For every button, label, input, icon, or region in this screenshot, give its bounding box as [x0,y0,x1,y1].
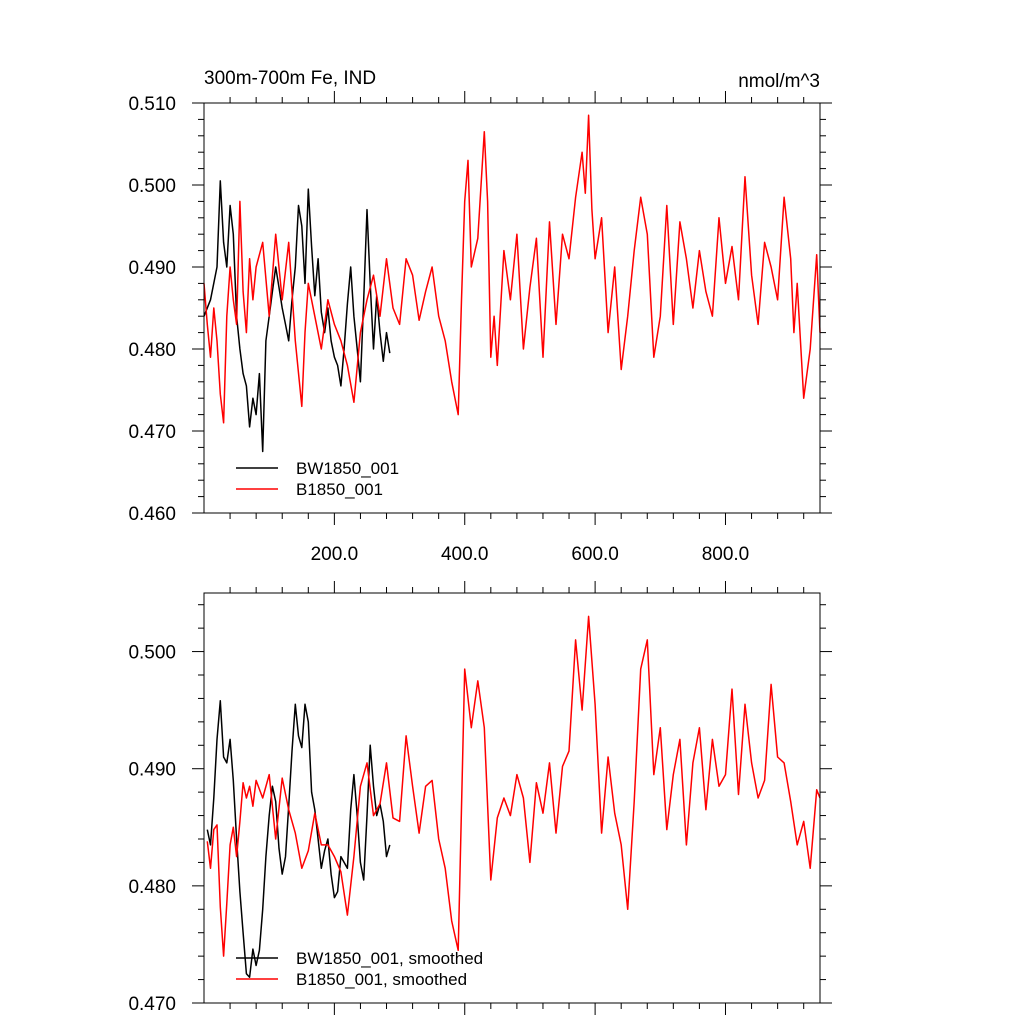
y-tick-label: 0.510 [128,94,176,115]
legend-label-1: B1850_001 [296,480,383,499]
series-line-0 [203,180,391,453]
series-line-0 [206,700,391,978]
y-tick-label: 0.480 [128,340,176,361]
y-tick-label: 0.470 [128,994,176,1015]
legend-label-1: B1850_001, smoothed [296,970,467,989]
y-tick-label: 0.500 [128,643,176,664]
y-tick-label: 0.490 [128,258,176,279]
y-tick-label: 0.460 [128,504,176,525]
series-line-1 [203,114,821,424]
series-line-1 [206,615,821,957]
top-chart: 300m-700m Fe, IND nmol/m^3 0.460 0.470 0.4… [128,68,832,565]
legend-label-0: BW1850_001 [296,459,399,478]
y-tick-label: 0.490 [128,760,176,781]
y-tick-label: 0.500 [128,176,176,197]
y-tick-label: 0.470 [128,422,176,443]
top-chart-frame [203,102,821,514]
bottom-chart: 0.470 0.480 0.490 0.500 BW1850_001, smoothe… [128,581,832,1015]
x-tick-label: 600.0 [571,544,619,565]
x-tick-label: 800.0 [702,544,750,565]
top-chart-units: nmol/m^3 [738,71,820,92]
legend-label-0: BW1850_001, smoothed [296,949,483,968]
bottom-chart-frame [203,592,821,1004]
top-chart-title: 300m-700m Fe, IND [204,68,376,89]
y-tick-label: 0.480 [128,877,176,898]
x-tick-label: 200.0 [311,544,359,565]
x-tick-label: 400.0 [441,544,489,565]
